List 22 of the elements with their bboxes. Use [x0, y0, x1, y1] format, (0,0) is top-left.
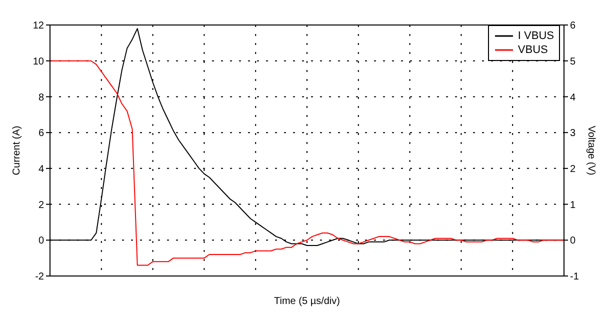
y-tick-label: 0	[38, 236, 44, 247]
y-tick-label: 2	[38, 200, 44, 211]
y2-tick-label: 5	[570, 56, 576, 68]
y-tick-label: 8	[38, 92, 44, 104]
y2-axis-title: Voltage (V)	[585, 126, 596, 176]
y2-tick-label: 6	[570, 20, 576, 32]
y-tick-label: 12	[32, 20, 44, 32]
y-axis-title: Current (A)	[12, 126, 23, 176]
y2-tick-label: -1	[570, 272, 580, 283]
legend-label: VBUS	[518, 43, 548, 57]
y2-tick-label: 0	[570, 236, 576, 247]
y-tick-label: 10	[32, 56, 44, 68]
y-tick-label: 6	[38, 128, 44, 140]
x-axis-title: Time (5 µs/div)	[274, 296, 340, 307]
y2-tick-label: 3	[570, 128, 576, 140]
y2-tick-label: 1	[570, 200, 576, 211]
legend-label: I VBUS	[518, 29, 554, 43]
y2-tick-label: 2	[570, 164, 576, 175]
y-tick-label: -2	[35, 272, 44, 283]
y2-tick-label: 4	[570, 92, 576, 104]
y-tick-label: 4	[38, 164, 44, 175]
line-series	[50, 60, 564, 266]
